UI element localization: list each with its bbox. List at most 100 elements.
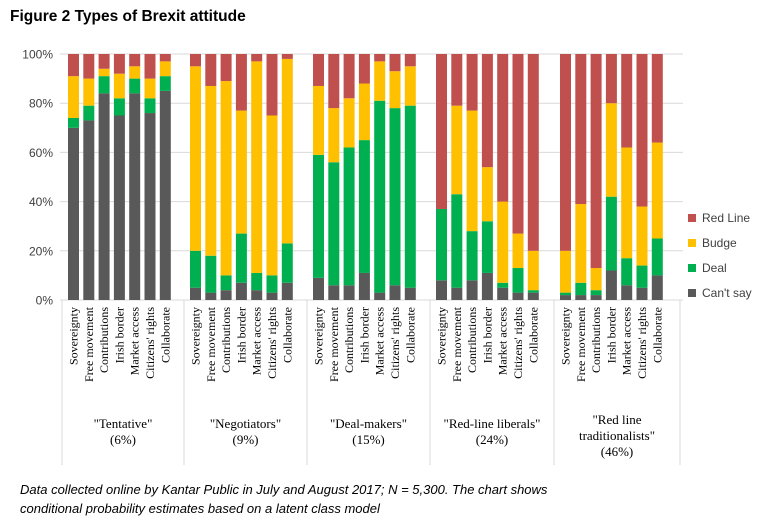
bar-segment [575, 54, 587, 205]
bar-segment [98, 76, 110, 94]
category-label: Collaborate [280, 307, 294, 363]
bar-segment [113, 54, 125, 74]
bar-segment [235, 54, 247, 111]
category-label: Contributions [465, 307, 479, 373]
category-labels: Sovereignty Free movement Contributions Iri… [67, 306, 665, 382]
bar-segment [451, 194, 463, 288]
legend-swatch [688, 264, 696, 272]
bar-segment [621, 54, 633, 148]
bar-segment [113, 73, 125, 99]
bar-segment [313, 154, 324, 278]
bar-segment [235, 110, 247, 234]
bar-segment [190, 250, 201, 288]
bar-segment [313, 54, 324, 86]
bar-segment [605, 270, 617, 300]
bar-segment [481, 167, 493, 222]
bar-segment [266, 292, 278, 300]
bar-segment [328, 285, 340, 300]
bar-segment [575, 282, 587, 296]
category-label: Sovereignty [67, 307, 81, 365]
note-line-1: Data collected online by Kantar Public i… [20, 482, 548, 497]
bar-segment [113, 115, 125, 300]
legend-label: Budge [702, 236, 737, 250]
bar-segment [328, 162, 340, 286]
group-share: (24%) [476, 432, 509, 447]
legend: Red Line Budge Deal Can't say [688, 211, 752, 300]
bar-segment [159, 90, 171, 301]
bar-segment [83, 105, 95, 121]
bar-segment [621, 147, 633, 259]
group-label: "Tentative" [94, 416, 153, 431]
category-label: Market access [620, 307, 634, 376]
y-axis-ticks: 0% 20% 40% 60% 80% 100% [22, 48, 53, 308]
bars [68, 54, 663, 301]
bar-segment [313, 277, 324, 300]
y-tick-label: 20% [29, 244, 53, 258]
bar-segment [466, 110, 478, 232]
group-labels: "Tentative"(6%) "Negotiators"(9%) "Deal-ma… [61, 300, 681, 465]
category-label: Market access [250, 307, 264, 376]
bar-segment [389, 108, 401, 286]
bar-segment [328, 108, 340, 163]
bar-segment [343, 147, 355, 286]
bar-segment [68, 117, 79, 128]
bar-segment [235, 282, 247, 300]
legend-label: Red Line [702, 211, 750, 225]
legend-swatch [688, 289, 696, 297]
bar-segment [389, 54, 401, 72]
bar-segment [590, 290, 602, 296]
legend-swatch [688, 214, 696, 222]
bar-segment [590, 54, 602, 269]
group-share: (15%) [352, 432, 385, 447]
bar-segment [404, 105, 416, 288]
bar-segment [281, 282, 293, 300]
bar-segment [527, 290, 539, 293]
group-share: (9%) [233, 432, 259, 447]
bar-segment [497, 282, 509, 288]
legend-label: Deal [702, 261, 727, 275]
y-tick-label: 40% [29, 195, 53, 209]
bar-segment [205, 85, 217, 256]
bar-segment [98, 68, 110, 77]
category-label: Citizens' rights [265, 307, 279, 379]
bar-segment [220, 54, 232, 82]
category-label: Free movement [574, 306, 588, 382]
category-label: Citizens' rights [388, 307, 402, 379]
bar-segment [404, 54, 416, 67]
bar-segment [605, 103, 617, 197]
bar-segment [560, 295, 571, 300]
bar-segment [358, 272, 370, 300]
bar-segment [374, 100, 386, 293]
note-line-2: conditional probability estimates based … [20, 501, 380, 516]
bar-segment [527, 250, 539, 291]
bar-segment [281, 58, 293, 244]
category-label: Irish border [604, 307, 618, 363]
group-label: "Red-line liberals" [444, 416, 541, 431]
bar-segment [83, 78, 95, 106]
bar-segment [451, 105, 463, 195]
bar-segment [436, 280, 447, 300]
category-label: Citizens' rights [511, 307, 525, 379]
bar-segment [129, 54, 141, 67]
bar-segment [590, 295, 602, 300]
category-label: Contributions [219, 307, 233, 373]
category-label: Free movement [450, 306, 464, 382]
bar-segment [451, 287, 463, 300]
category-label: Contributions [589, 307, 603, 373]
bar-segment [220, 290, 232, 300]
group-share: (46%) [601, 444, 634, 459]
bar-segment [605, 54, 617, 104]
bar-segment [235, 233, 247, 283]
bar-segment [527, 54, 539, 251]
bar-segment [560, 54, 571, 251]
bar-segment [144, 54, 156, 79]
category-label: Market access [373, 307, 387, 376]
bar-segment [68, 127, 79, 300]
bar-segment [159, 61, 171, 77]
bar-segment [560, 292, 571, 296]
category-label: Collaborate [403, 307, 417, 363]
group-label2: traditionalists" [579, 428, 655, 443]
bar-segment [512, 54, 524, 234]
group-label: "Negotiators" [210, 416, 281, 431]
category-label: Citizens' rights [635, 307, 649, 379]
